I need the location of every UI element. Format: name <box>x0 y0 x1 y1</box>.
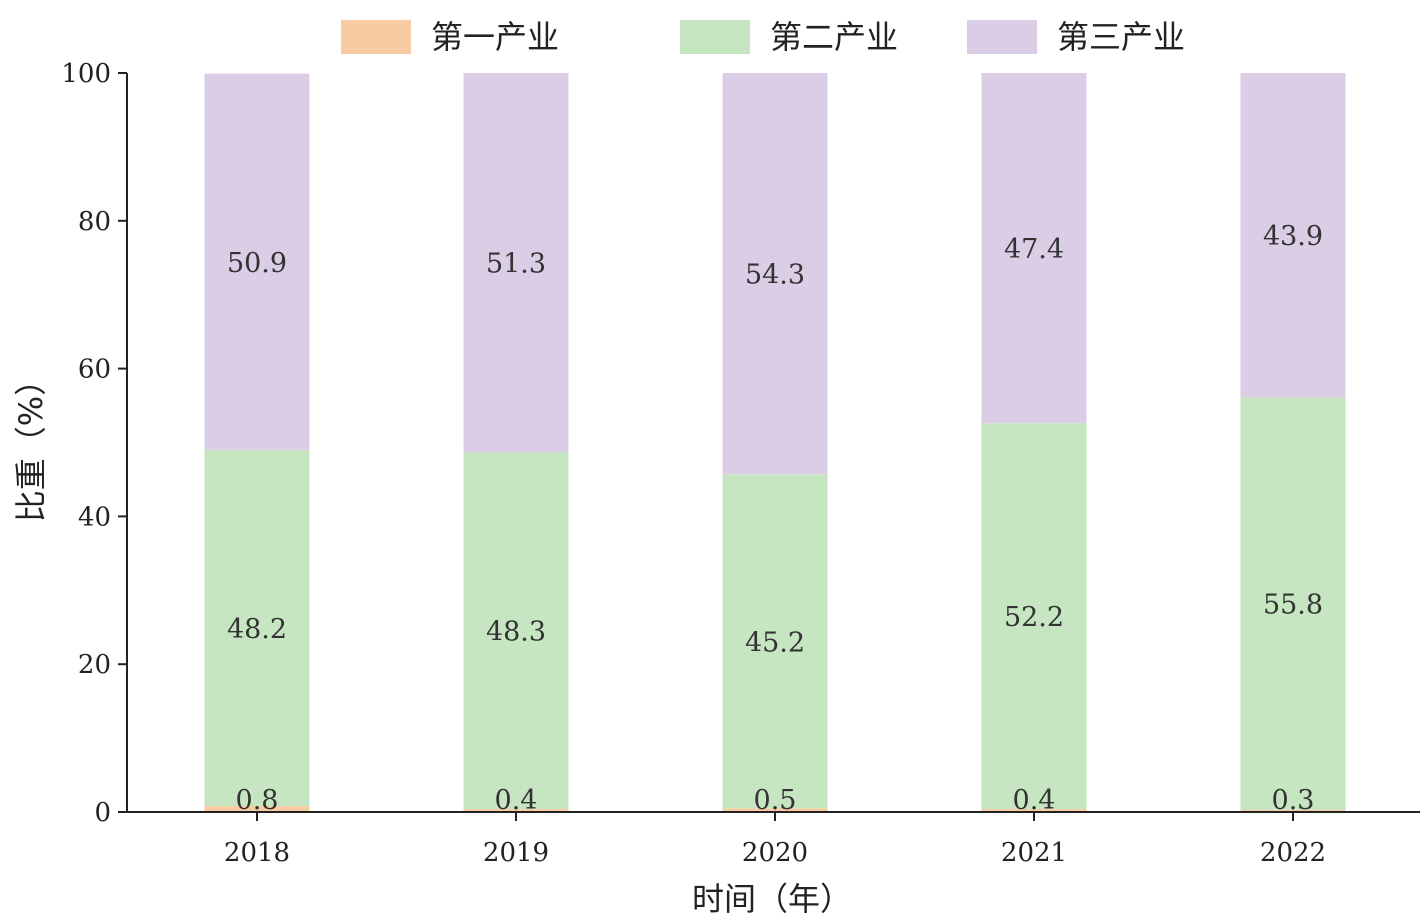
y-tick-label: 100 <box>61 59 111 89</box>
data-label: 0.8 <box>236 785 279 816</box>
bar-segment <box>1240 397 1346 810</box>
y-tick-label: 60 <box>78 355 111 385</box>
data-label: 0.4 <box>1013 785 1056 816</box>
axes <box>126 73 1420 813</box>
y-tick-label: 0 <box>94 798 111 828</box>
x-tick-label: 2018 <box>224 838 290 868</box>
bar-segment <box>1240 809 1346 812</box>
bar-segment <box>463 452 569 810</box>
bar-segment <box>463 809 569 812</box>
y-tick-label: 80 <box>78 207 111 237</box>
y-tick-label: 20 <box>78 650 111 680</box>
x-axis-title: 时间（年） <box>692 880 852 918</box>
x-tick-label: 2020 <box>742 838 808 868</box>
bar-segment <box>204 806 310 812</box>
data-label: 55.8 <box>1263 590 1323 621</box>
legend-label: 第三产业 <box>1057 18 1185 56</box>
bars <box>204 73 1346 812</box>
legend-label: 第一产业 <box>431 18 559 56</box>
bar-segment <box>204 73 310 450</box>
x-tick-label: 2019 <box>483 838 549 868</box>
bar-segment <box>722 474 828 809</box>
data-label: 0.3 <box>1272 785 1315 816</box>
y-ticks: 0 20 40 60 80 100 <box>61 59 127 828</box>
legend-swatch <box>967 20 1037 54</box>
legend: 第一产业 第二产业 第三产业 <box>341 18 1185 56</box>
data-label: 0.5 <box>754 785 797 816</box>
data-label: 51.3 <box>486 249 546 280</box>
bar-segment <box>204 449 310 807</box>
data-label: 50.9 <box>227 248 287 279</box>
data-label: 54.3 <box>745 260 805 291</box>
bar-segment <box>722 808 828 812</box>
bar-segment <box>1240 73 1346 398</box>
data-label: 48.2 <box>227 614 287 645</box>
y-tick-label: 40 <box>78 502 111 532</box>
legend-swatch <box>680 20 750 54</box>
bar-labels: 0.8 48.2 50.9 0.4 48.3 51.3 0.5 45.2 54.3 0.4 52.2… <box>227 221 1323 816</box>
x-ticks: 2018 2019 2020 2021 2022 <box>224 812 1326 868</box>
data-label: 43.9 <box>1263 221 1323 252</box>
x-tick-label: 2021 <box>1001 838 1067 868</box>
x-tick-label: 2022 <box>1260 838 1326 868</box>
data-label: 48.3 <box>486 617 546 648</box>
data-label: 45.2 <box>745 627 805 658</box>
data-label: 52.2 <box>1004 602 1064 633</box>
bar-segment <box>981 809 1087 812</box>
bar-segment <box>722 73 828 475</box>
data-label: 47.4 <box>1004 234 1064 265</box>
y-axis-title: 比重（%） <box>12 364 50 522</box>
bar-segment <box>463 73 569 453</box>
bar-segment <box>981 73 1087 424</box>
legend-swatch <box>341 20 411 54</box>
data-label: 0.4 <box>495 785 538 816</box>
legend-label: 第二产业 <box>770 18 898 56</box>
bar-segment <box>981 423 1087 810</box>
